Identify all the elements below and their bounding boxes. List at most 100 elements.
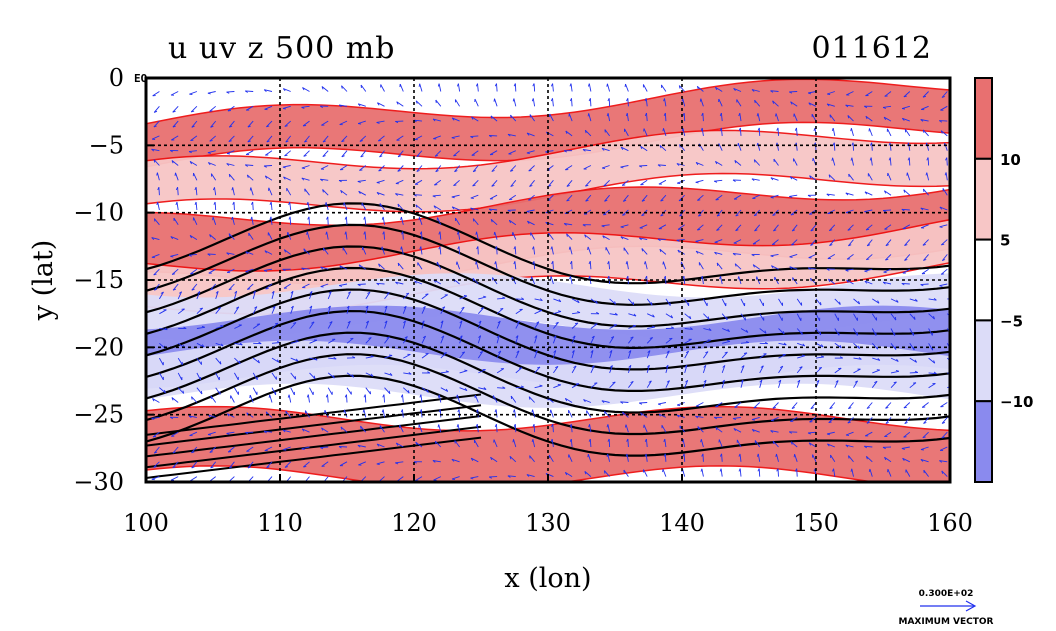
wind-vector-head xyxy=(633,313,637,317)
wind-vector xyxy=(209,135,216,142)
wind-vector-head xyxy=(832,142,835,146)
wind-vector xyxy=(399,424,404,433)
wind-vector-head xyxy=(319,105,324,108)
wind-vector xyxy=(290,340,299,344)
wind-vector xyxy=(420,246,423,255)
wind-vector-head xyxy=(701,112,704,116)
wind-vector xyxy=(302,428,310,433)
wind-vector-head xyxy=(883,116,887,120)
wind-vector xyxy=(640,179,648,186)
wind-vector-head xyxy=(534,350,538,353)
wind-vector xyxy=(732,416,742,419)
wind-vector-head xyxy=(266,140,270,143)
wind-vector xyxy=(245,251,254,255)
wind-vector xyxy=(438,394,442,403)
wind-vector-head xyxy=(940,130,943,134)
wind-vector-head xyxy=(864,191,868,195)
wind-vector xyxy=(191,120,198,128)
wind-vector xyxy=(845,104,854,107)
wind-vector xyxy=(435,99,442,107)
wind-vector-head xyxy=(714,251,717,255)
wind-vector-head xyxy=(549,409,552,413)
wind-vector-head xyxy=(601,400,605,404)
wind-vector-head xyxy=(858,357,862,360)
wind-vector-head xyxy=(397,203,400,207)
wind-vector xyxy=(226,252,235,255)
wind-vector xyxy=(796,298,803,306)
wind-vector xyxy=(403,372,412,375)
wind-vector xyxy=(365,356,374,359)
wind-vector-head xyxy=(640,146,643,150)
wind-vector xyxy=(565,165,573,171)
wind-vector-head xyxy=(493,98,495,102)
wind-vector-head xyxy=(304,140,308,143)
wind-vector-head xyxy=(303,155,307,157)
wind-vector-head xyxy=(515,335,519,339)
wind-vector xyxy=(796,313,802,322)
wind-vector-head xyxy=(191,288,195,291)
wind-vector xyxy=(191,396,198,403)
wind-vector xyxy=(457,231,461,240)
wind-vector-head xyxy=(365,305,369,309)
wind-vector xyxy=(772,100,779,107)
wind-vector-head xyxy=(153,466,157,468)
wind-vector xyxy=(646,365,650,374)
wind-vector-head xyxy=(770,196,774,199)
wind-vector xyxy=(378,165,385,172)
wind-vector-head xyxy=(565,130,568,134)
wind-vector xyxy=(628,336,634,344)
wind-vector xyxy=(920,446,929,450)
wind-vector-head xyxy=(513,424,516,428)
wind-vector-head xyxy=(271,290,275,294)
wind-vector xyxy=(829,239,836,246)
wind-vector xyxy=(890,357,899,362)
wind-vector-head xyxy=(877,357,881,361)
wind-vector xyxy=(228,233,235,240)
wind-vector xyxy=(365,291,371,300)
wind-vector xyxy=(326,231,329,240)
wind-vector-head xyxy=(245,271,249,273)
wind-vector xyxy=(434,150,442,157)
wind-vector xyxy=(570,424,573,433)
wind-vector-head xyxy=(301,267,305,271)
wind-vector xyxy=(471,116,479,122)
wind-vector-head xyxy=(566,233,568,237)
wind-vector xyxy=(419,83,423,92)
wind-vector-head xyxy=(644,275,648,279)
wind-vector xyxy=(397,203,404,211)
wind-vector-head xyxy=(156,172,158,176)
wind-vector xyxy=(534,321,540,329)
wind-vector-head xyxy=(828,421,832,424)
wind-vector-head xyxy=(419,231,422,235)
wind-vector-head xyxy=(282,268,286,272)
wind-vector-head xyxy=(738,453,741,457)
wind-vector xyxy=(345,216,348,225)
wind-vector-head xyxy=(341,155,345,158)
wind-vector xyxy=(514,424,517,433)
wind-vector xyxy=(496,246,498,255)
wind-vector-head xyxy=(797,379,801,383)
wind-vector xyxy=(440,371,449,374)
wind-vector xyxy=(604,194,610,202)
wind-vector-head xyxy=(652,325,656,328)
wind-vector xyxy=(215,307,222,314)
wind-vector-head xyxy=(756,453,759,457)
wind-vector-head xyxy=(550,276,552,280)
wind-vector-head xyxy=(847,229,851,231)
wind-vector-head xyxy=(596,311,600,315)
wind-vector xyxy=(772,402,779,409)
wind-vector-head xyxy=(882,446,886,450)
wind-vector-head xyxy=(607,261,610,265)
wind-vector xyxy=(639,402,648,404)
wind-vector-head xyxy=(740,379,744,383)
wind-vector xyxy=(940,268,948,275)
wind-vector-head xyxy=(752,264,755,268)
wind-vector-head xyxy=(284,466,289,468)
wind-vector xyxy=(302,87,310,92)
wind-vector xyxy=(534,350,538,359)
wind-vector-head xyxy=(751,178,755,182)
wind-vector xyxy=(271,342,280,344)
wind-vector-head xyxy=(695,162,699,166)
wind-vector xyxy=(722,340,731,344)
wind-vector xyxy=(232,187,235,196)
